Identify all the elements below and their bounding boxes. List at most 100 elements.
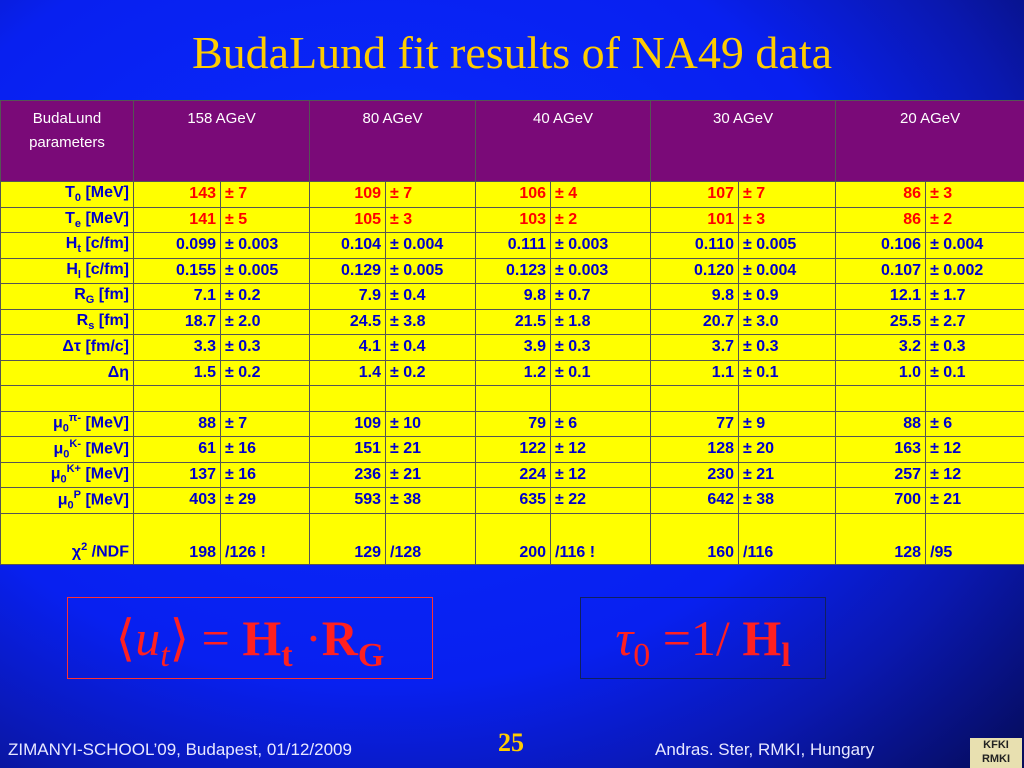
value-cell: 224 — [475, 461, 552, 488]
formula-token: t — [160, 637, 170, 674]
error-cell: ± 16 — [219, 461, 311, 488]
data-row: Te [MeV] 141 ± 5 105 ± 3 103 ± 2 101 ± 3 86 ± 2 — [0, 206, 1024, 233]
label-symbol: χ — [71, 543, 82, 561]
label-symbol: μ — [57, 491, 68, 509]
value-cell: 20.7 — [650, 308, 740, 335]
data-row: χ2 /NDF 198/126 ! 129/128 200/116 ! 160/116 1… — [0, 512, 1024, 565]
empty-cell — [0, 385, 134, 412]
error-cell: ± 16 — [219, 436, 311, 463]
value-cell: 1.4 — [309, 359, 387, 386]
label-unit: [fm] — [98, 311, 129, 329]
value-cell: 103 — [475, 206, 552, 233]
label-subscript: 0 — [60, 474, 67, 486]
row-label: μ0P [MeV] — [0, 487, 134, 514]
error-cell: ± 12 — [550, 461, 652, 488]
label-symbol: μ — [50, 465, 61, 483]
error-cell: ± 2 — [925, 206, 1024, 233]
formula-token: H — [742, 610, 782, 666]
error-cell: ± 0.2 — [385, 359, 477, 386]
error-cell: ± 12 — [925, 461, 1024, 488]
row-label: Ht [c/fm] — [0, 232, 134, 259]
formula-token: · — [305, 610, 322, 666]
value-cell: 109 — [309, 181, 387, 208]
value-cell: 236 — [309, 461, 387, 488]
value-cell: 18.7 — [133, 308, 221, 335]
error-cell: /116 ! — [550, 512, 652, 565]
error-cell: ± 0.002 — [925, 257, 1024, 284]
footer-left: ZIMANYI-SCHOOL’09, Budapest, 01/12/2009 — [8, 740, 352, 759]
footer-right: Andras. Ster, RMKI, Hungary — [655, 740, 875, 759]
row-label: Δη — [0, 359, 134, 386]
empty-cell — [738, 385, 837, 412]
value-cell: 129 — [309, 512, 387, 565]
error-cell: /116 — [738, 512, 837, 565]
value-cell: 128 — [650, 436, 740, 463]
value-cell: 1.0 — [835, 359, 927, 386]
column-header: 158 AGeV — [132, 100, 311, 182]
label-unit: [c/fm] — [85, 235, 129, 253]
error-cell: ± 0.9 — [738, 283, 837, 310]
formula-token: R — [321, 610, 358, 666]
error-cell: ± 0.2 — [219, 283, 311, 310]
value-cell: 593 — [309, 487, 387, 514]
label-symbol: Δτ — [62, 338, 81, 356]
value-cell: 9.8 — [475, 283, 552, 310]
error-cell: ± 3.0 — [738, 308, 837, 335]
label-superscript: π- — [68, 412, 81, 425]
label-subscript: 0 — [62, 423, 69, 435]
label-subscript: 0 — [63, 448, 70, 461]
label-symbol: H — [65, 235, 78, 253]
column-header: 40 AGeV — [475, 100, 652, 182]
empty-cell — [385, 385, 477, 412]
error-cell: ± 38 — [738, 487, 837, 514]
results-table: BudaLund parameters 158 AGeV 80 AGeV 40 AGe… — [0, 100, 1024, 565]
empty-cell — [309, 385, 387, 412]
label-subscript: s — [88, 319, 95, 332]
value-cell: 7.9 — [309, 283, 387, 310]
label-symbol: Δη — [107, 363, 129, 381]
label-subscript: 0 — [74, 192, 81, 205]
value-cell: 101 — [650, 206, 740, 233]
label-unit: [MeV] — [85, 184, 129, 202]
error-cell: ± 7 — [219, 410, 311, 437]
label-unit: [fm] — [98, 286, 129, 304]
error-cell: ± 6 — [925, 410, 1024, 437]
row-label: RG [fm] — [0, 283, 134, 310]
formula-token: ⟩ — [169, 610, 190, 666]
value-cell: 106 — [475, 181, 552, 208]
value-cell: 109 — [309, 410, 387, 437]
value-cell: 61 — [133, 436, 221, 463]
empty-cell — [219, 385, 311, 412]
error-cell: ± 38 — [385, 487, 477, 514]
slide-title: BudaLund fit results of NA49 data — [191, 27, 833, 78]
error-cell: ± 0.3 — [738, 334, 837, 361]
error-cell: ± 2.0 — [219, 308, 311, 335]
error-cell: ± 21 — [385, 461, 477, 488]
column-header: 80 AGeV — [309, 100, 477, 182]
label-symbol: μ — [52, 414, 63, 432]
formula-token: 0 — [633, 637, 651, 674]
value-cell: 642 — [650, 487, 740, 514]
data-row: T0 [MeV] 143 ± 7 109 ± 7 106 ± 4 107 ± 7 86 ± 3 — [0, 181, 1024, 208]
label-subscript: e — [74, 217, 81, 230]
formula-token: H — [242, 610, 282, 666]
value-cell: 0.123 — [475, 257, 552, 284]
value-cell: 79 — [475, 410, 552, 437]
value-cell: 151 — [309, 436, 387, 463]
value-cell: 12.1 — [835, 283, 927, 310]
value-cell: 3.2 — [835, 334, 927, 361]
formula-token: 1/ — [690, 610, 730, 666]
error-cell: ± 3 — [925, 181, 1024, 208]
value-cell: 0.099 — [133, 232, 221, 259]
error-cell: ± 29 — [219, 487, 311, 514]
label-subscript: l — [77, 268, 81, 281]
error-cell: ± 3 — [385, 206, 477, 233]
value-cell: 4.1 — [309, 334, 387, 361]
value-cell: 163 — [835, 436, 927, 463]
label-superscript: K- — [69, 437, 81, 450]
data-row: μ0π- [MeV] 88 ± 7 109 ± 10 79 ± 6 77 ± 9 88 ± 6 — [0, 410, 1024, 437]
error-cell: ± 4 — [550, 181, 652, 208]
value-cell: 0.120 — [650, 257, 740, 284]
value-cell: 0.106 — [835, 232, 927, 259]
error-cell: ± 7 — [738, 181, 837, 208]
